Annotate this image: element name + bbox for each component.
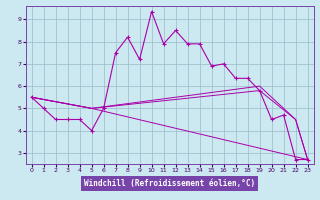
X-axis label: Windchill (Refroidissement éolien,°C): Windchill (Refroidissement éolien,°C) (84, 179, 255, 188)
